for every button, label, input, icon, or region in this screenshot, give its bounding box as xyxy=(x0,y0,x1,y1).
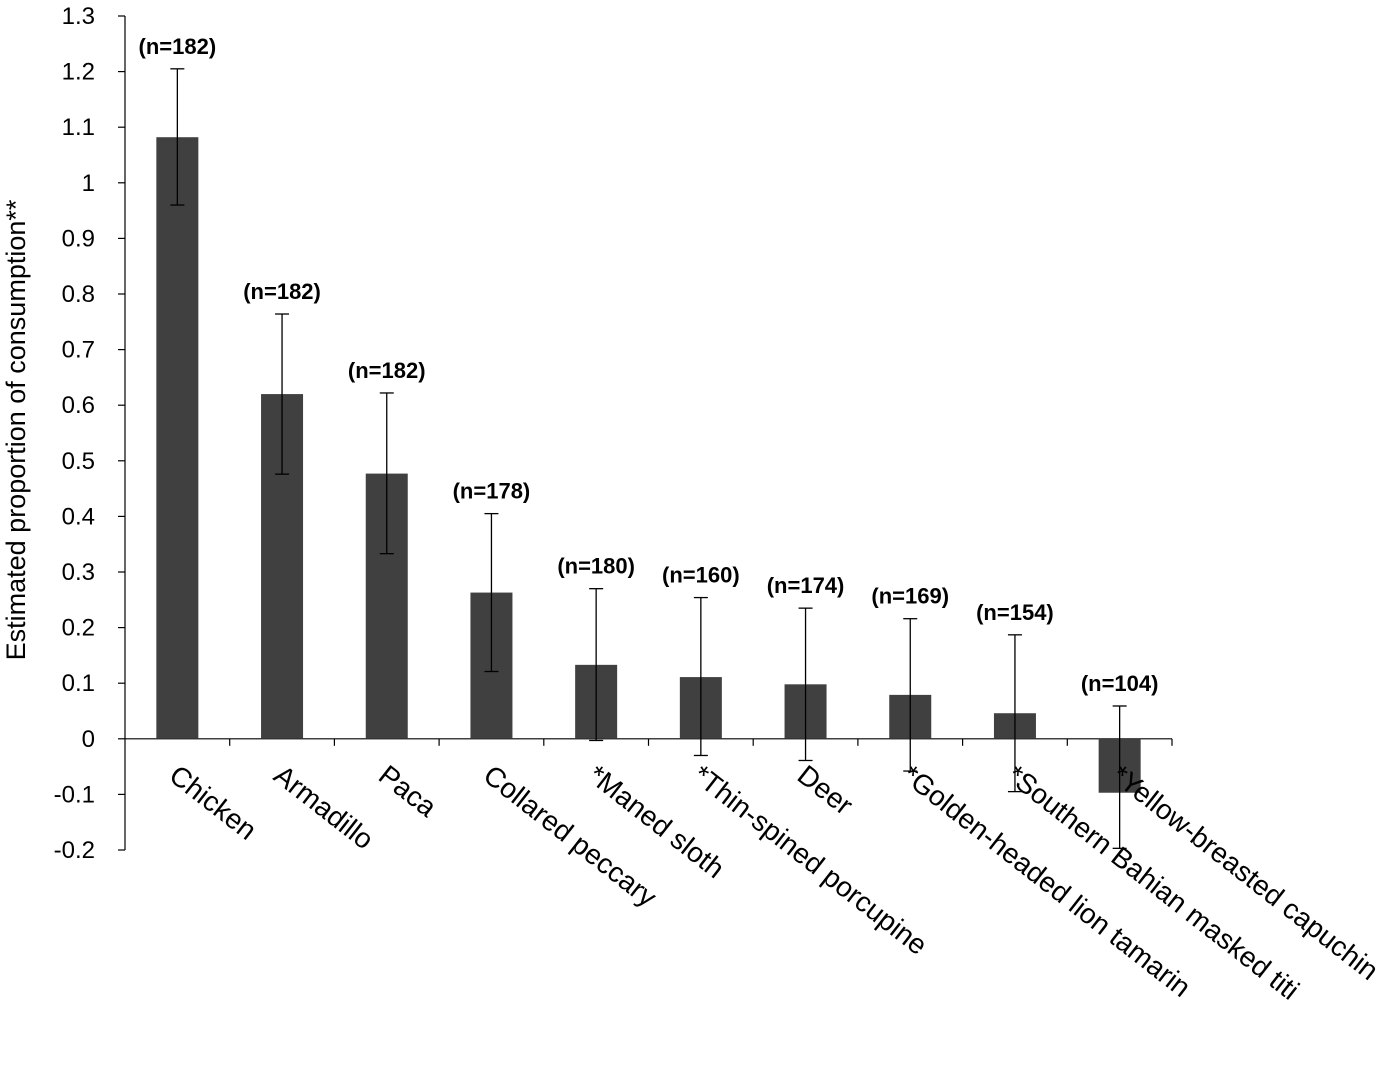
n-label: (n=104) xyxy=(1081,671,1159,696)
y-tick-label: 1.1 xyxy=(62,114,95,141)
y-tick-label: 0.2 xyxy=(62,615,95,642)
y-tick-label: 1 xyxy=(82,170,95,197)
y-tick-label: 0.6 xyxy=(62,392,95,419)
y-axis-title: Estimated proportion of consumption** xyxy=(1,199,31,660)
y-tick-label: 0.7 xyxy=(62,337,95,364)
n-label: (n=182) xyxy=(139,34,217,59)
n-label: (n=180) xyxy=(557,554,635,579)
category-label: Deer xyxy=(792,759,859,821)
n-label: (n=169) xyxy=(871,584,949,609)
y-tick-label: 0 xyxy=(82,726,95,753)
category-label: Paca xyxy=(373,759,443,823)
n-label: (n=160) xyxy=(662,563,740,588)
category-label: Collared peccary xyxy=(478,759,663,913)
category-label: Armadillo xyxy=(268,759,379,855)
y-tick-label: 0.9 xyxy=(62,225,95,252)
y-tick-label: -0.2 xyxy=(54,837,95,864)
y-tick-label: 0.4 xyxy=(62,503,95,530)
bar xyxy=(156,137,199,739)
y-tick-label: 0.5 xyxy=(62,448,95,475)
y-tick-label: 0.1 xyxy=(62,670,95,697)
y-tick-label: 0.3 xyxy=(62,559,95,586)
n-label: (n=174) xyxy=(767,573,845,598)
y-tick-label: 0.8 xyxy=(62,281,95,308)
n-label: (n=182) xyxy=(348,358,426,383)
y-tick-label: -0.1 xyxy=(54,781,95,808)
n-label: (n=178) xyxy=(453,479,531,504)
y-tick-label: 1.3 xyxy=(62,3,95,30)
y-tick-label: 1.2 xyxy=(62,59,95,86)
n-label: (n=154) xyxy=(976,600,1054,625)
n-label: (n=182) xyxy=(243,279,321,304)
category-label: Chicken xyxy=(164,759,263,846)
